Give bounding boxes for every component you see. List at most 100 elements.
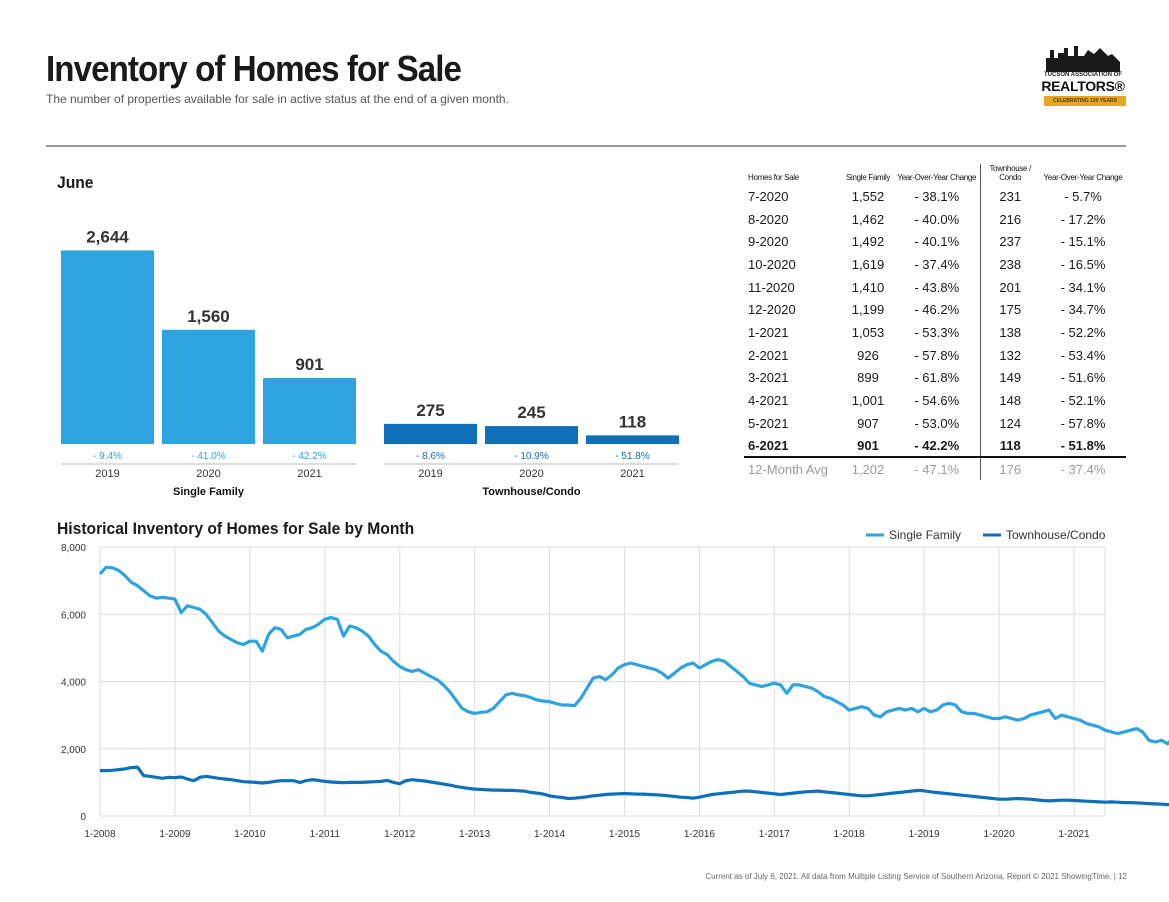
cell-townhouse: 132: [979, 343, 1040, 367]
header-single-family: Single Family: [845, 173, 891, 182]
cell-month: 6-2021: [744, 434, 842, 459]
cell-th-yoy: - 57.8%: [1060, 415, 1106, 431]
bar-single-family-2020: [162, 329, 255, 444]
cell-month: 12-2020: [748, 302, 796, 318]
header-sf-yoy: Year-Over-Year Change: [897, 173, 977, 182]
cell-single-family: 1,552: [851, 188, 885, 204]
cell-sf-yoy: - 47.1%: [914, 461, 960, 477]
cell-townhouse: 148: [979, 389, 1040, 412]
cell-sf-yoy: - 37.4%: [914, 256, 960, 272]
table-row: 4-2021 1,001 - 54.6% 148 - 52.1%: [744, 389, 1126, 412]
cell-th-yoy: - 51.6%: [1060, 370, 1106, 386]
logo-maintext: REALTORS®: [1041, 78, 1125, 94]
x-tick-label: 1-2019: [909, 829, 941, 840]
cell-single-family: 1,410: [851, 279, 885, 295]
x-tick-label: 1-2014: [534, 829, 566, 840]
cell-th-yoy: - 17.2%: [1060, 211, 1106, 227]
table-row: 5-2021 907 - 53.0% 124 - 57.8%: [744, 411, 1126, 435]
cell-single-family: 1,492: [851, 234, 885, 250]
cell-single-family: 1,053: [851, 324, 885, 340]
cell-single-family: 1,199: [851, 302, 885, 318]
cell-th-yoy: - 37.4%: [1060, 461, 1106, 477]
bar-change-label: - 42.2%: [292, 451, 327, 462]
bar-group-label: Single Family: [173, 486, 245, 498]
realtors-logo: TUCSON ASSOCIATION OF REALTORS® CELEBRAT…: [1038, 44, 1128, 110]
table-row: 2-2021 926 - 57.8% 132 - 53.4%: [744, 343, 1126, 367]
x-tick-label: 1-2013: [459, 829, 491, 840]
cell-th-yoy: - 34.1%: [1060, 279, 1106, 295]
cell-month: 2-2021: [748, 347, 789, 363]
cell-th-yoy: - 53.4%: [1060, 347, 1106, 363]
x-tick-label: 1-2010: [234, 829, 266, 840]
legend-label: Townhouse/Condo: [1006, 530, 1106, 542]
x-tick-label: 1-2020: [984, 829, 1016, 840]
cell-single-family: 926: [857, 347, 879, 363]
cell-townhouse: 201: [979, 275, 1040, 299]
cell-single-family: 1,001: [851, 393, 885, 409]
header-th-yoy: Year-Over-Year Change: [1043, 173, 1123, 182]
x-tick-label: 1-2009: [159, 829, 191, 840]
cell-month: 7-2020: [748, 188, 789, 204]
cell-month: 12-Month Avg: [748, 461, 828, 477]
table-header-row: Homes for Sale Single Family Year-Over-Y…: [744, 164, 1126, 185]
bar-category-label: 2019: [95, 468, 119, 480]
table-row: 6-2021 901- 42.2% 118- 51.8%: [744, 434, 1126, 459]
cell-sf-yoy: - 54.6%: [914, 393, 960, 409]
x-tick-label: 1-2018: [834, 829, 866, 840]
cell-sf-yoy: - 46.2%: [914, 302, 960, 318]
month-label: June: [57, 173, 94, 192]
bar-townhouse-condo-2021: [586, 435, 679, 444]
cell-th-yoy: - 51.8%: [1040, 434, 1126, 459]
cell-single-family: 901: [842, 434, 894, 459]
x-tick-label: 1-2021: [1058, 829, 1090, 840]
cell-townhouse: 237: [979, 230, 1040, 254]
y-tick-label: 6,000: [61, 610, 86, 621]
table-row: 7-2020 1,552 - 38.1% 231 - 5.7%: [744, 185, 1126, 208]
cell-th-yoy: - 5.7%: [1064, 188, 1102, 204]
cell-month: 10-2020: [748, 256, 796, 272]
bar-category-label: 2020: [196, 468, 220, 480]
cell-month: 3-2021: [748, 370, 789, 386]
header-homes-for-sale: Homes for Sale: [748, 173, 799, 182]
cell-single-family: 907: [857, 415, 879, 431]
cell-th-yoy: - 52.1%: [1060, 393, 1106, 409]
cell-single-family: 1,619: [851, 256, 885, 272]
cell-sf-yoy: - 40.1%: [914, 234, 960, 250]
skyline-icon: [1046, 46, 1120, 72]
y-tick-label: 8,000: [61, 543, 86, 554]
cell-single-family: 1,462: [851, 211, 885, 227]
inventory-table: Homes for Sale Single Family Year-Over-Y…: [744, 164, 1126, 480]
cell-sf-yoy: - 57.8%: [914, 347, 960, 363]
cell-townhouse: 118: [979, 434, 1040, 459]
cell-th-yoy: - 15.1%: [1060, 234, 1106, 250]
cell-th-yoy: - 34.7%: [1060, 302, 1106, 318]
bar-value-label: 275: [416, 401, 444, 420]
bar-category-label: 2021: [297, 468, 321, 480]
header-townhouse: Townhouse / Condo: [979, 164, 1040, 185]
bar-category-label: 2020: [519, 468, 543, 480]
cell-townhouse: 138: [979, 321, 1040, 344]
bar-category-label: 2019: [418, 468, 442, 480]
cell-month: 9-2020: [748, 234, 789, 250]
logo-ribbon: CELEBRATING 100 YEARS: [1044, 96, 1126, 106]
cell-month: 8-2020: [748, 211, 789, 227]
bar-category-label: 2021: [620, 468, 644, 480]
y-tick-label: 0: [80, 812, 86, 823]
series-line-single-family: [98, 565, 1169, 746]
page-title: Inventory of Homes for Sale: [46, 48, 462, 89]
y-tick-label: 2,000: [61, 745, 86, 756]
bar-change-label: - 51.8%: [615, 451, 650, 462]
bar-value-label: 118: [619, 412, 646, 431]
historical-line-chart: 0 2,000 4,000 6,000 8,000 1-2008 1-2009 1-2010 1…: [61, 530, 1169, 840]
logo-subtext: TUCSON ASSOCIATION OF: [1044, 72, 1122, 78]
y-tick-label: 4,000: [61, 678, 86, 689]
cell-th-yoy: - 52.2%: [1060, 324, 1106, 340]
bar-value-label: 901: [295, 355, 323, 374]
cell-sf-yoy: - 61.8%: [914, 370, 960, 386]
cell-townhouse: 149: [979, 366, 1040, 390]
footer-note: Current as of July 6, 2021. All data fro…: [705, 872, 1127, 881]
table-row: 10-2020 1,619 - 37.4% 238 - 16.5%: [744, 253, 1126, 276]
series-line-townhouse-condo: [100, 765, 1169, 807]
x-tick-label: 1-2012: [384, 829, 416, 840]
bar-change-label: - 8.6%: [416, 451, 445, 462]
